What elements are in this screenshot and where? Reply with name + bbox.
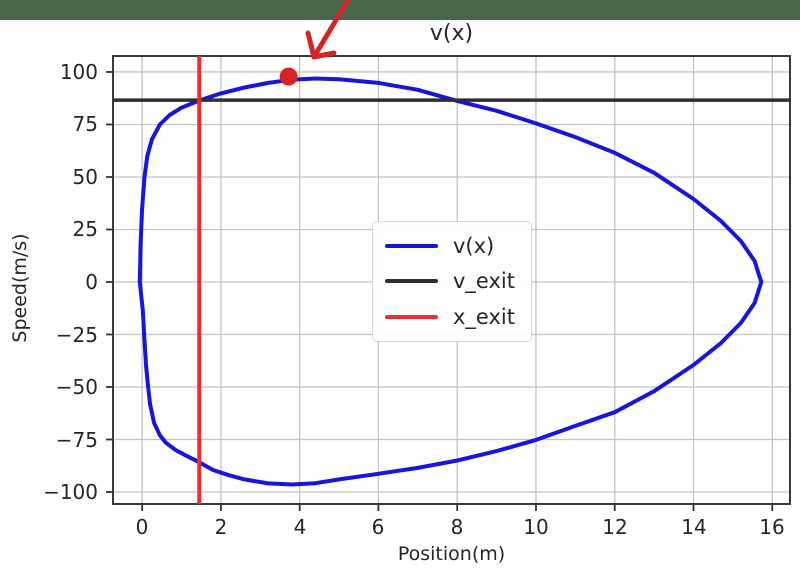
y-tick-label: 25 — [72, 217, 98, 241]
x-tick-label: 2 — [214, 515, 228, 539]
annotation-arrow-barb — [305, 30, 317, 60]
v-x-curve — [137, 76, 764, 487]
x-tick-label: 12 — [602, 515, 628, 539]
x-tick-label: 0 — [135, 515, 149, 539]
legend-item: x_exit — [385, 305, 521, 329]
y-tick-label: −50 — [55, 375, 98, 399]
x-tick-label: 14 — [681, 515, 707, 539]
x-tick-label: 10 — [523, 515, 549, 539]
x-tick-label: 16 — [759, 515, 785, 539]
legend: v(x) v_exit x_exit — [372, 221, 532, 342]
legend-label: v(x) — [453, 233, 495, 258]
x-tick-label: 8 — [450, 515, 464, 539]
legend-item: v_exit — [385, 269, 521, 293]
annotation-arrow-shaft — [311, 0, 351, 60]
chart-title: v(x) — [429, 21, 474, 46]
y-tick-label: −75 — [55, 428, 98, 452]
y-tick-label: 100 — [59, 60, 98, 84]
legend-line-sample — [385, 315, 438, 320]
legend-label: v_exit — [453, 269, 515, 294]
plot-border — [112, 55, 791, 505]
x-tick-label: 6 — [371, 515, 385, 539]
x-tick-label: 4 — [293, 515, 307, 539]
legend-item: v(x) — [385, 234, 521, 258]
y-tick-label: 50 — [72, 165, 98, 189]
legend-line-sample — [385, 279, 438, 284]
y-tick-label: −100 — [43, 480, 98, 504]
exit-point-dot — [279, 67, 298, 86]
legend-label: x_exit — [453, 305, 515, 330]
y-tick-label: −25 — [55, 323, 98, 347]
legend-line-sample — [385, 243, 438, 248]
top-bar — [0, 0, 800, 20]
y-tick-label: 0 — [85, 270, 98, 294]
y-tick-label: 75 — [72, 112, 98, 136]
annotation-arrow-barb — [311, 50, 337, 60]
x-axis-label: Position(m) — [397, 543, 506, 565]
